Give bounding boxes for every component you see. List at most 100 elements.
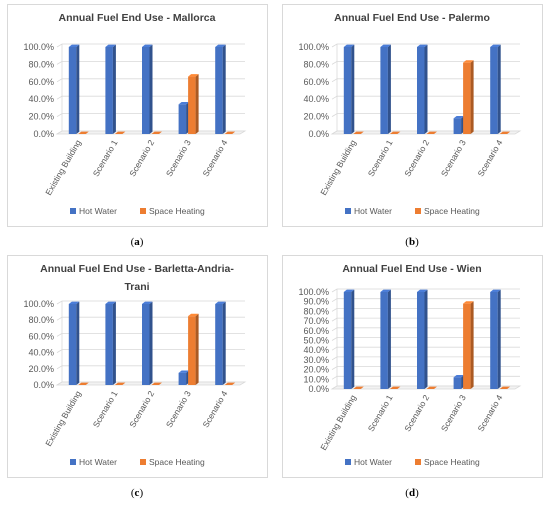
bar-hot-water [380, 44, 391, 134]
y-tick-label: 40.0% [303, 94, 329, 104]
bar-space-heating [224, 131, 236, 134]
bar-space-heating [499, 386, 511, 389]
bar-space-heating [78, 131, 89, 134]
legend-swatch [345, 208, 351, 214]
legend-label: Hot Water [79, 457, 117, 467]
chart-title: Annual Fuel End Use - Palermo [334, 12, 490, 24]
bar-hot-water [215, 301, 226, 385]
y-tick-label: 100.0% [298, 42, 329, 52]
y-tick-label: 0.0% [308, 129, 329, 139]
chart-title: Trani [124, 281, 149, 293]
y-tick-label: 40.0% [28, 94, 54, 104]
bar-hot-water [68, 301, 80, 385]
bar-hot-water [417, 44, 428, 134]
bar-space-heating [78, 382, 89, 385]
legend: Hot Water Space Heating [345, 206, 480, 216]
y-tick-label: 90.0% [303, 297, 329, 307]
bar-hot-water [142, 44, 153, 134]
y-tick-label: 50.0% [303, 336, 329, 346]
bar-hot-water [490, 289, 501, 389]
legend-label: Hot Water [79, 206, 117, 216]
y-tick-label: 20.0% [28, 364, 54, 374]
bar-hot-water [417, 289, 428, 389]
legend-swatch [140, 208, 146, 214]
chart-panel-mallorca: Annual Fuel End Use - Mallorca 0.0% 20.0% 4… [0, 0, 275, 250]
legend: Hot Water Space Heating [70, 206, 205, 216]
panel-caption: (b) [405, 236, 419, 248]
legend-label: Space Heating [424, 206, 480, 216]
bar-space-heating [151, 131, 162, 134]
y-tick-label: 20.0% [303, 365, 329, 375]
bar-space-heating [353, 131, 364, 134]
bar-hot-water [490, 44, 501, 134]
legend: Hot Water Space Heating [70, 457, 205, 467]
chart-svg: Annual Fuel End Use - Palermo 0.0% 20.0% 40… [282, 4, 543, 248]
bar-space-heating [188, 74, 199, 134]
y-tick-label: 0.0% [33, 380, 54, 390]
y-tick-label: 70.0% [303, 316, 329, 326]
y-tick-label: 0.0% [33, 129, 54, 139]
y-tick-label: 80.0% [28, 315, 54, 325]
bar-space-heating [389, 386, 401, 389]
bar-hot-water [215, 44, 226, 134]
y-tick-label: 80.0% [303, 306, 329, 316]
legend: Hot Water Space Heating [345, 457, 480, 467]
bar-hot-water [343, 44, 355, 134]
panel-caption: (d) [405, 487, 419, 499]
y-tick-label: 20.0% [28, 112, 54, 122]
bar-hot-water [178, 370, 190, 385]
bar-space-heating [151, 382, 162, 385]
bar-space-heating [353, 386, 364, 389]
bar-space-heating [114, 131, 126, 134]
chart-panel-palermo: Annual Fuel End Use - Palermo 0.0% 20.0% 40… [275, 0, 550, 250]
bar-hot-water [453, 115, 465, 134]
panel-caption: (c) [131, 487, 144, 499]
bar-space-heating [463, 301, 474, 389]
bar-space-heating [463, 60, 474, 135]
legend-label: Hot Water [354, 206, 392, 216]
legend-label: Space Heating [149, 457, 205, 467]
chart-title: Annual Fuel End Use - Wien [342, 263, 481, 275]
chart-title: Annual Fuel End Use - Barletta-Andria- [40, 263, 234, 275]
bar-hot-water [453, 374, 465, 389]
y-tick-label: 100.0% [23, 299, 54, 309]
bar-hot-water [178, 102, 190, 134]
chart-svg: Annual Fuel End Use - Barletta-Andria- Tr… [7, 255, 268, 499]
legend-swatch [140, 459, 146, 465]
legend-label: Space Heating [149, 206, 205, 216]
y-tick-label: 100.0% [298, 287, 329, 297]
y-tick-label: 40.0% [28, 348, 54, 358]
y-tick-label: 100.0% [23, 42, 54, 52]
y-tick-label: 0.0% [308, 384, 329, 394]
legend-swatch [70, 208, 76, 214]
bar-space-heating [499, 131, 511, 134]
chart-svg: Annual Fuel End Use - Mallorca 0.0% 20.0% 4… [7, 4, 268, 248]
bar-space-heating [114, 382, 126, 385]
y-tick-label: 40.0% [303, 345, 329, 355]
y-tick-label: 80.0% [303, 59, 329, 69]
chart-panel-wien: Annual Fuel End Use - Wien 0.0% 10.0% 20.0%… [275, 251, 550, 501]
y-tick-label: 80.0% [28, 59, 54, 69]
chart-title: Annual Fuel End Use - Mallorca [59, 12, 216, 24]
bar-space-heating [389, 131, 401, 134]
bar-hot-water [105, 301, 116, 385]
bar-hot-water [68, 44, 80, 134]
y-tick-label: 30.0% [303, 355, 329, 365]
chart-panel-barletta: Annual Fuel End Use - Barletta-Andria- Tr… [0, 251, 275, 501]
y-tick-label: 60.0% [303, 326, 329, 336]
bar-space-heating [426, 386, 437, 389]
y-tick-label: 60.0% [28, 331, 54, 341]
legend-swatch [70, 459, 76, 465]
legend-swatch [345, 459, 351, 465]
bar-hot-water [380, 289, 391, 389]
bar-hot-water [343, 289, 355, 389]
bar-space-heating [188, 313, 199, 385]
bar-hot-water [142, 301, 153, 385]
bar-space-heating [426, 131, 437, 134]
bar-hot-water [105, 44, 116, 134]
legend-swatch [415, 208, 421, 214]
y-tick-label: 60.0% [28, 77, 54, 87]
chart-svg: Annual Fuel End Use - Wien 0.0%10.0%20.0%… [282, 255, 543, 499]
y-tick-label: 10.0% [303, 374, 329, 384]
y-tick-label: 60.0% [303, 77, 329, 87]
